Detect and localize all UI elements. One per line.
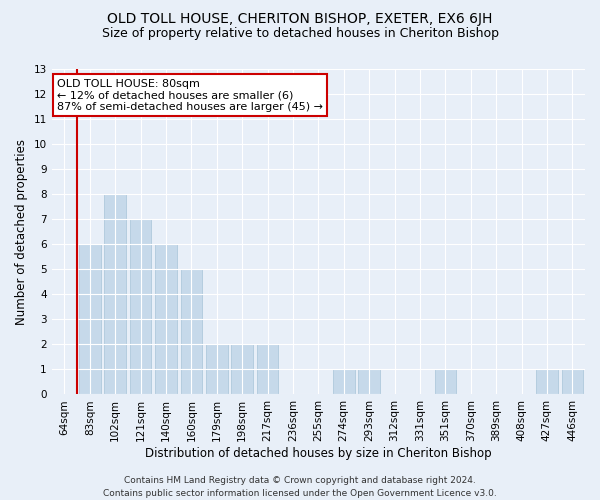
Text: Contains HM Land Registry data © Crown copyright and database right 2024.
Contai: Contains HM Land Registry data © Crown c… bbox=[103, 476, 497, 498]
Bar bbox=[155, 244, 177, 394]
Bar bbox=[232, 344, 253, 395]
Bar bbox=[104, 194, 126, 394]
Text: OLD TOLL HOUSE, CHERITON BISHOP, EXETER, EX6 6JH: OLD TOLL HOUSE, CHERITON BISHOP, EXETER,… bbox=[107, 12, 493, 26]
Bar bbox=[79, 244, 101, 394]
Text: Size of property relative to detached houses in Cheriton Bishop: Size of property relative to detached ho… bbox=[101, 28, 499, 40]
Bar bbox=[562, 370, 583, 394]
X-axis label: Distribution of detached houses by size in Cheriton Bishop: Distribution of detached houses by size … bbox=[145, 447, 491, 460]
Bar bbox=[536, 370, 557, 394]
Bar bbox=[206, 344, 227, 395]
Text: OLD TOLL HOUSE: 80sqm
← 12% of detached houses are smaller (6)
87% of semi-detac: OLD TOLL HOUSE: 80sqm ← 12% of detached … bbox=[57, 79, 323, 112]
Bar bbox=[130, 219, 151, 394]
Bar bbox=[333, 370, 355, 394]
Bar bbox=[181, 270, 202, 394]
Bar bbox=[434, 370, 456, 394]
Bar bbox=[358, 370, 380, 394]
Y-axis label: Number of detached properties: Number of detached properties bbox=[15, 138, 28, 324]
Bar bbox=[257, 344, 278, 395]
